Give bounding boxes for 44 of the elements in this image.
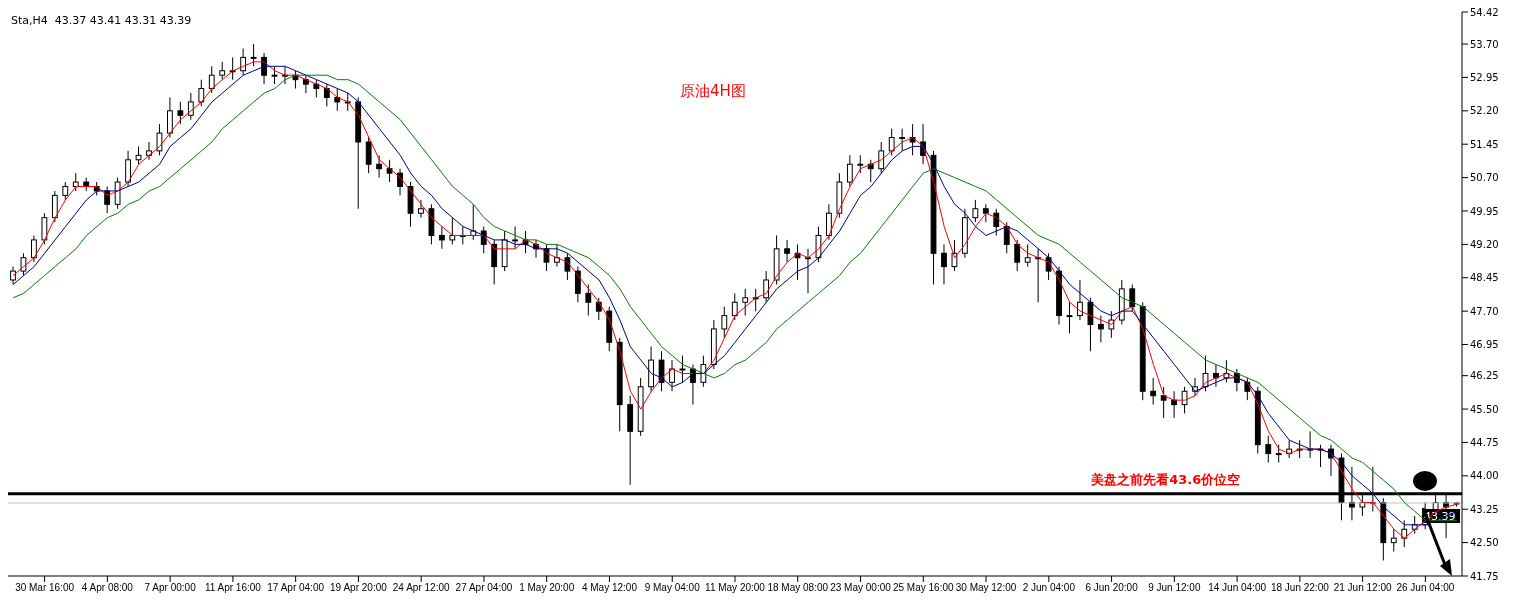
y-tick-label: 47.70 — [1470, 305, 1499, 317]
y-tick-label: 41.75 — [1470, 570, 1499, 582]
y-tick-label: 54.42 — [1470, 6, 1499, 18]
x-tick-label: 19 Apr 20:00 — [330, 582, 388, 594]
y-tick-label: 50.70 — [1470, 172, 1499, 184]
x-tick-label: 14 Jun 04:00 — [1208, 582, 1267, 594]
x-tick-label: 4 Apr 08:00 — [81, 582, 134, 594]
x-tick-label: 11 Apr 16:00 — [204, 582, 262, 594]
x-tick-label: 30 Mar 16:00 — [15, 582, 75, 594]
x-tick-label: 23 May 00:00 — [830, 582, 892, 594]
x-tick-label: 11 May 20:00 — [705, 582, 766, 594]
x-tick-label: 1 May 20:00 — [519, 582, 575, 594]
y-tick-label: 53.70 — [1470, 38, 1499, 50]
y-tick-label: 52.95 — [1470, 71, 1499, 83]
x-tick-label: 25 May 16:00 — [892, 582, 955, 594]
x-tick-label: 7 Apr 00:00 — [144, 582, 197, 594]
x-tick-label: 4 May 12:00 — [581, 582, 638, 594]
x-tick-label: 27 Apr 04:00 — [455, 582, 513, 594]
y-tick-label: 49.20 — [1470, 238, 1499, 250]
annotation: 美盘之前先看43.6价位空 — [1090, 471, 1241, 487]
x-tick-label: 9 Jun 12:00 — [1148, 582, 1201, 594]
y-tick-label: 51.45 — [1470, 138, 1499, 150]
y-tick-label: 46.25 — [1470, 370, 1499, 382]
x-tick-label: 9 May 04:00 — [644, 582, 701, 594]
x-tick-label: 24 Apr 12:00 — [392, 582, 450, 594]
y-tick-label: 42.50 — [1470, 537, 1499, 549]
x-tick-label: 21 Jun 12:00 — [1333, 582, 1392, 594]
y-tick-label: 43.25 — [1470, 503, 1499, 515]
y-tick-label: 44.75 — [1470, 437, 1499, 449]
x-tick-label: 30 May 12:00 — [955, 582, 1017, 594]
y-tick-label: 49.95 — [1470, 205, 1499, 217]
y-tick-label: 46.95 — [1470, 339, 1499, 351]
y-tick-label: 44.00 — [1470, 470, 1499, 482]
y-tick-label: 45.50 — [1470, 403, 1499, 415]
y-tick-label: 48.45 — [1470, 272, 1499, 284]
x-tick-label: 18 Jun 22:00 — [1270, 582, 1330, 594]
x-tick-label: 26 Jun 04:00 — [1396, 582, 1455, 594]
x-tick-label: 17 Apr 04:00 — [267, 582, 325, 594]
chart-title: Sta,H4 43.37 43.41 43.31 43.39 — [11, 14, 192, 27]
x-tick-label: 2 Jun 04:00 — [1022, 582, 1076, 594]
annotation: 原油4H图 — [680, 82, 746, 101]
y-tick-label: 52.20 — [1470, 105, 1499, 117]
x-tick-label: 6 Jun 20:00 — [1085, 582, 1139, 594]
x-tick-label: 18 May 08:00 — [767, 582, 829, 594]
